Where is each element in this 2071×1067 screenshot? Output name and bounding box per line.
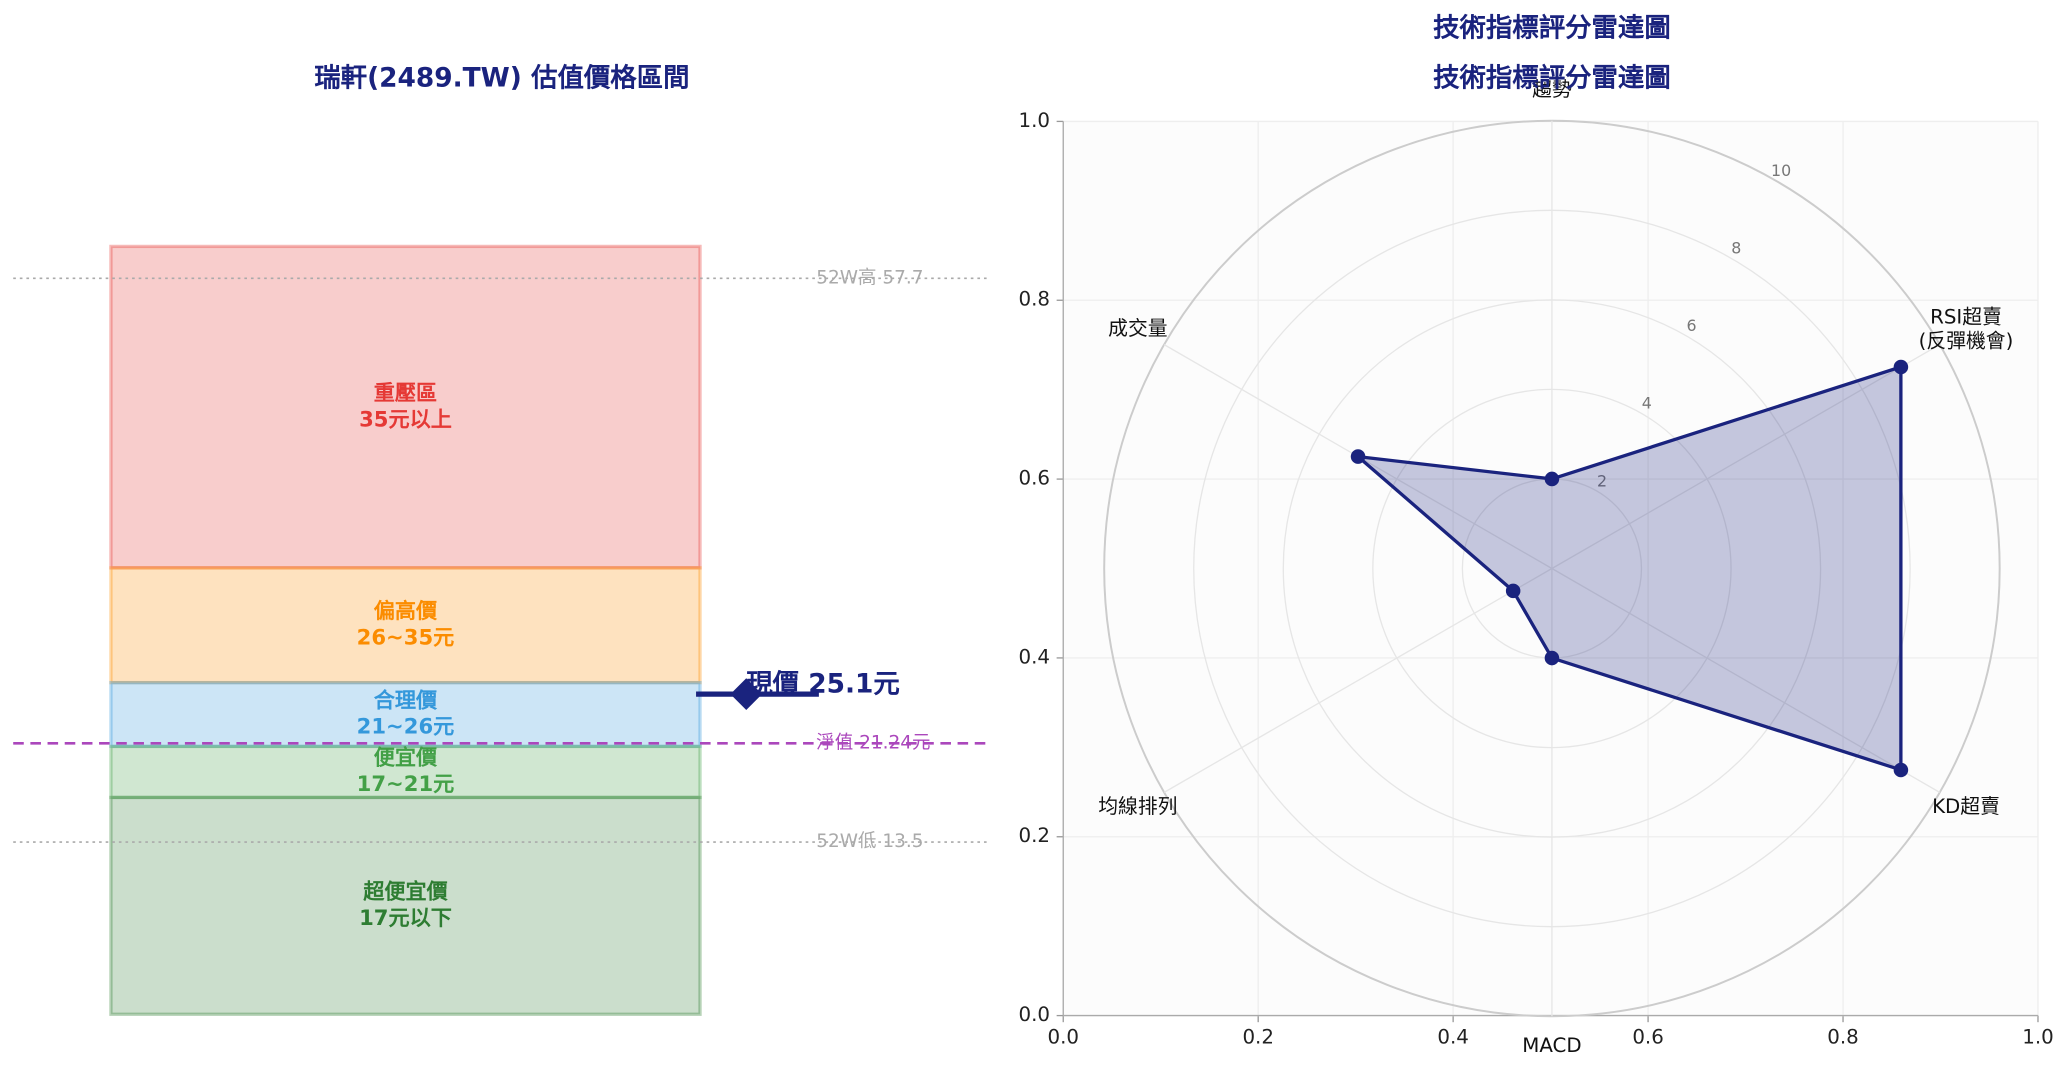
chart-title: 技術指標評分雷達圖 (1433, 12, 1671, 43)
chart-subtitle: 技術指標評分雷達圖 (1433, 63, 1671, 94)
category-label: MACD (1522, 1034, 1581, 1057)
zone-name: 重壓區 (374, 380, 437, 405)
category-label: 趨勢 (1532, 78, 1572, 101)
category-label: RSI超賣(反彈機會) (1919, 305, 2014, 352)
zone-label: 17~21元 (357, 771, 455, 796)
y-tick-label: 0.8 (1019, 288, 1050, 311)
zone (109, 795, 702, 1016)
radar-point (1893, 762, 1909, 778)
radar-point (1544, 471, 1560, 487)
reference-label: 52W高 57.7 (816, 267, 923, 288)
reference-label: 淨值 21.24元 (816, 732, 930, 753)
zone-label: 26~35元 (357, 624, 455, 649)
y-tick-label: 0.4 (1019, 645, 1050, 668)
category-label: KD超賣 (1932, 795, 2000, 818)
radar-point (1350, 449, 1366, 464)
current-price-label: 現價 25.1元 (746, 668, 900, 699)
x-tick-label: 0.2 (1242, 1026, 1273, 1049)
zone-label: 21~26元 (357, 714, 455, 739)
r-tick-label: 4 (1642, 394, 1652, 413)
r-tick-label: 6 (1686, 316, 1696, 335)
category-label: 成交量 (1108, 317, 1167, 340)
x-tick-label: 0.6 (1632, 1026, 1663, 1049)
x-tick-label: 0.8 (1827, 1026, 1858, 1049)
zone (109, 744, 702, 800)
spoke (1551, 567, 1941, 793)
spoke (1551, 344, 1941, 570)
y-tick-label: 0.2 (1019, 824, 1050, 847)
zone (109, 566, 702, 685)
zone (109, 244, 702, 570)
radar-point (1505, 583, 1521, 599)
reference-label: 52W低 13.5 (816, 831, 923, 852)
zone-name: 超便宜價 (363, 879, 448, 904)
zone-label: 17元以下 (359, 905, 452, 930)
zone-label: 35元以上 (359, 406, 452, 431)
r-tick-label: 10 (1771, 161, 1791, 180)
chart-title: 瑞軒(2489.TW) 估值價格區間 (314, 63, 689, 94)
zone (109, 680, 702, 749)
x-tick-label: 0.0 (1047, 1026, 1078, 1049)
zone-name: 合理價 (374, 687, 438, 712)
y-tick-label: 0.6 (1019, 467, 1050, 490)
zone-name: 偏高價 (374, 598, 438, 623)
current-price-marker (730, 678, 763, 710)
x-tick-label: 1.0 (2022, 1026, 2053, 1049)
r-tick-label: 2 (1597, 471, 1607, 490)
radar-point (1893, 359, 1909, 375)
y-tick-label: 0.0 (1019, 1003, 1050, 1026)
category-label: 均線排列 (1098, 795, 1177, 818)
x-tick-label: 0.4 (1437, 1026, 1468, 1049)
zone-name: 便宜價 (374, 745, 438, 770)
radar-point (1544, 650, 1560, 666)
spoke (1163, 567, 1553, 793)
y-tick-label: 1.0 (1019, 109, 1050, 132)
r-tick-label: 8 (1731, 239, 1741, 258)
